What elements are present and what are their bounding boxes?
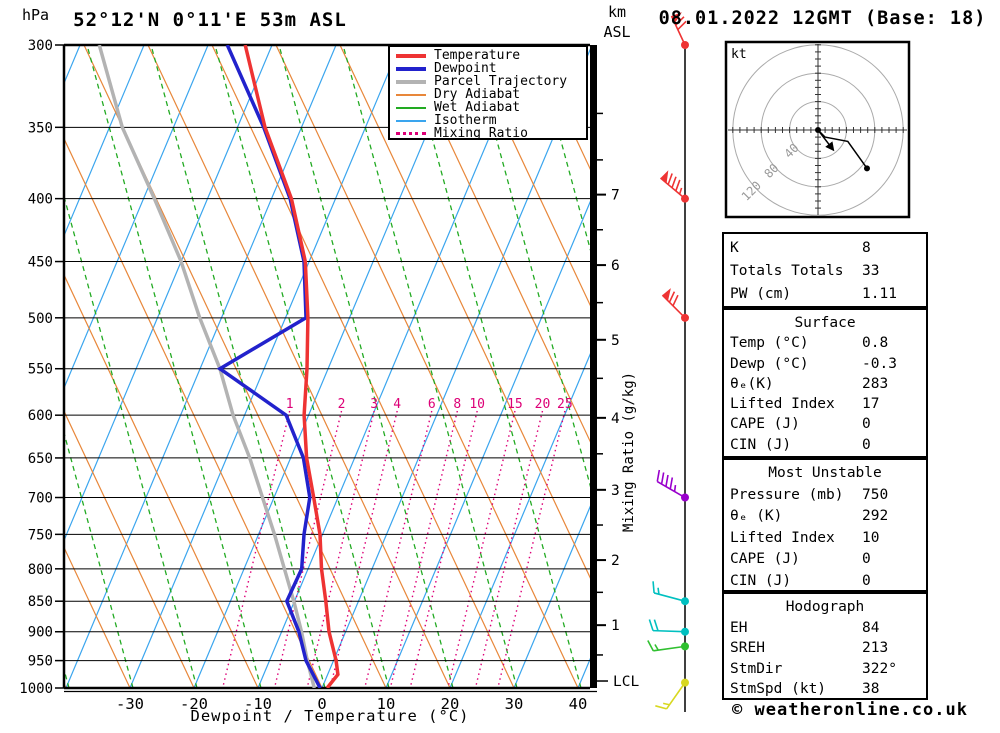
legend-item-dry-adiabat: Dry Adiabat	[396, 88, 586, 101]
table-row: CAPE (J) 0	[730, 416, 871, 433]
background-grid	[64, 45, 590, 688]
table-row: CIN (J) 0	[730, 572, 871, 589]
table-row: CAPE (J) 0	[730, 551, 871, 567]
isotherm-line-swatch	[396, 119, 426, 122]
x-axis-title: Dewpoint / Temperature (°C)	[190, 707, 470, 725]
svg-text:1000: 1000	[19, 681, 53, 697]
parcel-trajectory-curve	[97, 45, 316, 688]
svg-text:10: 10	[469, 397, 485, 412]
svg-text:2: 2	[611, 553, 620, 569]
svg-text:450: 450	[28, 255, 53, 271]
km-axis-unit: km	[607, 3, 627, 21]
copyright: © weatheronline.co.uk	[732, 700, 968, 720]
hodograph-table-title: Hodograph	[785, 599, 865, 615]
svg-text:7: 7	[611, 188, 620, 204]
svg-text:1: 1	[611, 618, 620, 634]
svg-text:-20: -20	[180, 695, 208, 713]
legend-item-mixing-ratio: Mixing Ratio	[396, 127, 586, 140]
svg-text:4: 4	[611, 411, 620, 427]
legend-item-parcel: Parcel Trajectory	[396, 75, 586, 88]
svg-text:300: 300	[28, 38, 53, 54]
svg-text:6: 6	[611, 258, 620, 274]
sounding-curves	[97, 45, 340, 688]
table-row: CIN (J) 0	[730, 436, 871, 453]
svg-text:6: 6	[428, 397, 436, 412]
svg-text:25: 25	[557, 397, 573, 412]
svg-text:1: 1	[286, 397, 294, 412]
svg-text:30: 30	[505, 695, 524, 713]
svg-text:40: 40	[569, 695, 588, 713]
svg-text:3: 3	[370, 397, 378, 412]
parcel-line-swatch	[396, 79, 426, 84]
table-row: Dewp (°C) -0.3	[730, 355, 897, 372]
svg-text:850: 850	[28, 594, 53, 610]
asl-axis-label: ASL	[603, 23, 631, 41]
wet-adiabat-line-swatch	[396, 106, 426, 109]
svg-text:350: 350	[28, 120, 53, 136]
hodograph-table: Hodograph EH 84 SREH 213 StmDir 322° StmSpd…	[722, 592, 928, 700]
table-row: θₑ(K) 283	[730, 375, 889, 392]
svg-text:10: 10	[377, 695, 396, 713]
svg-text:3: 3	[611, 483, 620, 499]
storm-motion-arrow	[817, 129, 832, 147]
temperature-curve	[243, 45, 340, 688]
station-title: 52°12'N 0°11'E 53m ASL	[73, 9, 347, 31]
svg-text:600: 600	[28, 408, 53, 424]
table-row: StmDir 322°	[730, 660, 897, 677]
svg-text:0: 0	[317, 695, 326, 713]
table-row: Totals Totals 33	[730, 263, 880, 279]
table-row: PW (cm) 1.11	[730, 286, 897, 302]
svg-text:15: 15	[507, 397, 523, 412]
svg-text:4: 4	[393, 397, 401, 412]
legend-item-isotherm: Isotherm	[396, 114, 586, 127]
table-row: SREH 213	[730, 640, 889, 656]
svg-text:-10: -10	[244, 695, 272, 713]
legend-item-temperature: Temperature	[396, 49, 586, 62]
dewpoint-line-swatch	[396, 66, 426, 71]
mixing-ratio-line-swatch	[396, 132, 426, 135]
svg-text:800: 800	[28, 562, 53, 578]
table-row: Lifted Index 10	[730, 529, 880, 546]
svg-text:20: 20	[535, 397, 551, 412]
svg-text:900: 900	[28, 625, 53, 641]
pressure-axis-unit: hPa	[22, 6, 50, 24]
wind-barb-column	[647, 12, 689, 712]
most-unstable-table: Most Unstable Pressure (mb) 750 θₑ (K) 292…	[722, 458, 928, 592]
surface-table-title: Surface	[794, 315, 856, 331]
datetime-title: 08.01.2022 12GMT (Base: 18)	[658, 8, 987, 29]
temperature-line-swatch	[396, 53, 426, 58]
most-unstable-table-title: Most Unstable	[768, 465, 882, 481]
legend: Temperature Dewpoint Parcel Trajectory D…	[388, 45, 588, 140]
legend-item-wet-adiabat: Wet Adiabat	[396, 101, 586, 114]
table-row: EH 84	[730, 619, 880, 636]
table-row: Lifted Index 17	[730, 396, 880, 413]
dry-adiabat-line-swatch	[396, 93, 426, 96]
surface-table: Surface Temp (°C) 0.8 Dewp (°C) -0.3 θₑ(K)…	[722, 308, 928, 458]
svg-text:400: 400	[28, 192, 53, 208]
svg-text:8: 8	[453, 397, 461, 412]
hodograph-unit-label: kt	[731, 47, 747, 62]
svg-text:20: 20	[441, 695, 460, 713]
legend-item-dewpoint: Dewpoint	[396, 62, 586, 75]
svg-text:2: 2	[338, 397, 346, 412]
svg-text:550: 550	[28, 362, 53, 378]
table-row: Temp (°C) 0.8	[730, 335, 889, 352]
table-row: θₑ (K) 292	[730, 508, 889, 524]
svg-text:5: 5	[611, 333, 620, 349]
svg-text:650: 650	[28, 451, 53, 467]
svg-text:-30: -30	[116, 695, 144, 713]
lcl-label: LCL	[613, 674, 639, 690]
svg-text:500: 500	[28, 311, 53, 327]
table-row: Pressure (mb) 750	[730, 486, 889, 503]
mixing-ratio-axis-label: Mixing Ratio (g/kg)	[621, 371, 637, 533]
svg-text:750: 750	[28, 527, 53, 543]
svg-text:950: 950	[28, 654, 53, 670]
table-row: StmSpd (kt) 38	[730, 681, 880, 697]
svg-text:700: 700	[28, 491, 53, 507]
